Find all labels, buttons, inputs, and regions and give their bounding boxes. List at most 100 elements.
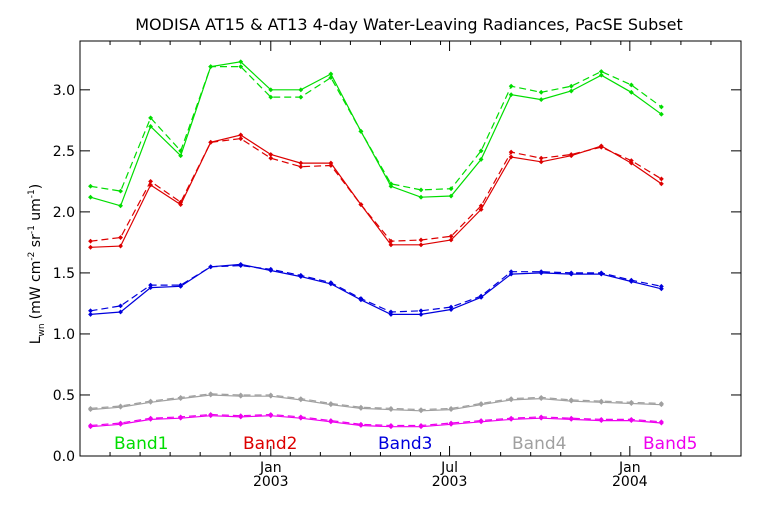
data-point <box>178 414 184 420</box>
data-point <box>238 136 244 142</box>
data-point <box>598 144 604 150</box>
data-point <box>418 194 424 200</box>
data-point <box>508 149 514 155</box>
x-tick-month: Jan <box>618 460 641 476</box>
data-point <box>238 413 244 419</box>
data-point <box>118 188 123 194</box>
data-point <box>628 277 634 283</box>
data-point <box>508 83 514 89</box>
data-point <box>268 94 274 100</box>
legend-item-band2: Band2 <box>243 434 297 454</box>
data-point <box>568 88 574 94</box>
data-point <box>628 82 634 88</box>
data-point <box>328 280 334 286</box>
data-point <box>178 282 184 288</box>
data-point <box>568 270 574 276</box>
data-point <box>88 244 93 250</box>
data-point <box>658 181 664 187</box>
data-point <box>508 415 514 421</box>
series-band3-solid <box>88 261 664 317</box>
data-point <box>508 92 514 98</box>
data-point <box>178 394 184 400</box>
data-point <box>478 156 484 162</box>
legend-item-band4: Band4 <box>512 434 566 454</box>
plot-frame <box>79 40 742 457</box>
series-line <box>90 393 662 411</box>
y-tick-label: 3.0 <box>53 83 75 99</box>
legend: Band1 Band2 Band3 Band4 Band5 <box>114 434 697 454</box>
x-tick-month: Jan <box>259 460 282 476</box>
y-axis-label: Lwn(mW cm-2 sr-1 um-1) <box>27 184 47 345</box>
data-point <box>658 176 664 182</box>
data-point <box>298 87 304 93</box>
x-tick-year: 2003 <box>253 474 289 490</box>
data-point <box>298 414 304 420</box>
data-point <box>328 401 334 406</box>
data-point <box>538 155 544 161</box>
data-point <box>418 237 424 243</box>
data-point <box>628 89 634 95</box>
data-point <box>658 419 664 425</box>
series-band3-dashed <box>88 263 664 315</box>
data-point <box>238 59 244 65</box>
x-tick-year: 2003 <box>432 474 468 490</box>
data-point <box>538 89 544 95</box>
data-point <box>208 139 214 145</box>
y-tick-label: 0.5 <box>53 388 75 404</box>
series-band5-solid <box>88 413 664 430</box>
data-point <box>88 308 93 314</box>
data-point <box>298 94 304 100</box>
data-point <box>418 242 424 248</box>
data-point <box>118 203 123 209</box>
data-point <box>658 104 664 110</box>
data-point <box>118 235 123 240</box>
data-point <box>388 405 394 411</box>
data-point <box>388 181 394 187</box>
legend-item-band1: Band1 <box>114 434 168 454</box>
series-band2-dashed <box>88 136 664 244</box>
series-band1-solid <box>88 59 664 209</box>
data-point <box>448 233 454 239</box>
data-point <box>358 404 364 410</box>
data-point <box>208 412 214 417</box>
data-point <box>598 416 604 422</box>
data-point <box>298 164 304 170</box>
data-point <box>88 194 93 200</box>
y-tick-label: 0.0 <box>53 449 75 465</box>
data-point <box>118 403 123 409</box>
data-point <box>478 203 484 209</box>
data-point <box>448 405 454 411</box>
data-point <box>448 237 454 243</box>
data-point <box>88 183 93 189</box>
data-point <box>538 159 544 165</box>
data-point <box>298 160 304 166</box>
data-point <box>418 423 424 428</box>
data-point <box>658 401 664 406</box>
data-point <box>148 115 154 121</box>
data-point <box>88 238 93 244</box>
data-point <box>388 423 394 428</box>
data-point <box>118 243 123 249</box>
data-point <box>478 401 484 406</box>
data-point <box>208 64 214 70</box>
series-band5-dashed <box>88 412 664 428</box>
data-point <box>628 416 634 422</box>
data-point <box>268 266 274 272</box>
data-point <box>208 264 214 270</box>
data-point <box>658 111 664 117</box>
data-point <box>448 304 454 310</box>
y-tick-label: 2.0 <box>53 205 75 221</box>
data-point <box>478 293 484 299</box>
data-point <box>388 242 394 248</box>
data-point <box>478 418 484 424</box>
series-line <box>90 263 662 315</box>
y-tick-label: 1.0 <box>53 327 75 343</box>
data-point <box>388 238 394 244</box>
data-point <box>268 87 274 93</box>
data-point <box>358 128 364 134</box>
data-point <box>118 303 123 309</box>
data-point <box>328 418 334 424</box>
data-point <box>118 420 123 426</box>
data-point <box>598 72 604 78</box>
